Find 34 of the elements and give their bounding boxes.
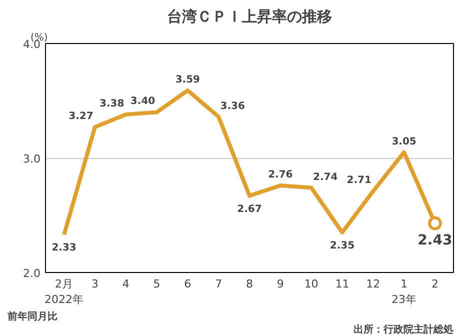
x-tick-label: 12 <box>366 278 380 290</box>
x-tick-label: 9 <box>276 278 284 290</box>
x-tick-label: 2 <box>431 278 438 290</box>
x-tick-label: 2月 <box>55 278 74 290</box>
data-label: 2.71 <box>346 175 372 186</box>
x-tick-label: 8 <box>246 278 253 290</box>
annotation: 2.43 <box>418 232 452 248</box>
data-label: 3.27 <box>68 111 94 122</box>
y-tick-label: 3.0 <box>23 152 41 166</box>
data-label: 3.38 <box>100 98 124 110</box>
chart-title: 台湾ＣＰＩ上昇率の推移 <box>167 8 332 26</box>
text: 出所：行政院主計総処 <box>354 324 454 335</box>
x-tick-label: 5 <box>153 278 160 290</box>
text: 前年同月比 <box>6 310 58 322</box>
x-tick-label: 1 <box>400 278 408 290</box>
data-label: 3.40 <box>130 96 156 108</box>
data-label: 2.67 <box>237 204 262 215</box>
data-label: 3.05 <box>392 136 416 148</box>
data-label: 2.35 <box>330 240 355 252</box>
x-tick-label: 3 <box>91 278 98 290</box>
x-tick-label: 4 <box>122 278 130 290</box>
data-label: 3.36 <box>220 100 245 112</box>
x-tick-label: 11 <box>335 278 350 290</box>
x-tick-label: 6 <box>184 278 192 290</box>
data-label: 2.76 <box>268 169 293 180</box>
y-axis-title: (%) <box>30 32 48 44</box>
text: 2022年 <box>44 293 84 306</box>
x-tick-label: 10 <box>304 278 318 290</box>
data-label: 2.74 <box>312 172 338 183</box>
data-label: 2.33 <box>52 242 76 254</box>
text: 23年 <box>392 293 417 306</box>
y-tick-label: 2.0 <box>23 267 41 280</box>
x-tick-label: 7 <box>215 278 222 290</box>
data-label: 3.59 <box>175 74 200 86</box>
